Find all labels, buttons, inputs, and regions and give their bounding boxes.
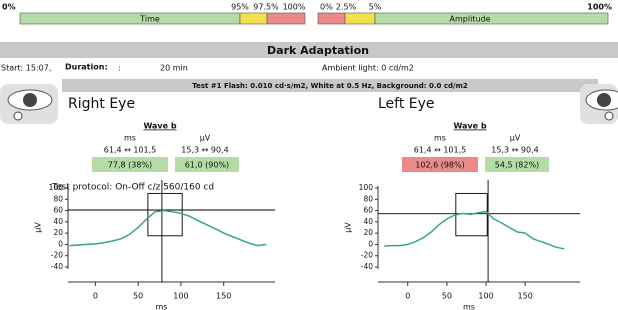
y-tick-label: 60 (53, 206, 63, 215)
y-tick-label: 20 (363, 228, 373, 237)
amp-bar-yellow (345, 13, 375, 24)
amp-bar-green (375, 13, 608, 24)
report: 0% 95% 97.5% 100% Time 0% 2.5% 5% 100% A… (0, 0, 618, 310)
x-label: ms (156, 303, 168, 310)
time-tick: 0% (2, 3, 16, 12)
title: Dark Adaptation (267, 44, 369, 57)
amp-tick: 5% (369, 3, 382, 12)
eye-title: Right Eye (68, 96, 135, 112)
amp-bar-red (318, 13, 345, 24)
eye-title: Left Eye (378, 96, 435, 112)
test-info: Test #1 Flash: 0.010 cd·s/m2, White at 0… (192, 82, 468, 90)
y-tick-label: 40 (363, 217, 373, 226)
y-tick-label: 0 (368, 239, 373, 248)
uv-head: µV (200, 134, 211, 143)
amp-tick: 0% (320, 3, 333, 12)
uv-range: 15,3 ↔ 90,4 (491, 146, 538, 155)
curve (70, 211, 267, 246)
uv-head: µV (510, 134, 521, 143)
y-label: µV (34, 222, 43, 233)
ms-head: ms (124, 134, 136, 143)
x-tick-label: 150 (216, 292, 231, 301)
y-tick-label: 80 (53, 194, 63, 203)
y-label: µV (344, 222, 353, 233)
time-tick: 100% (283, 3, 306, 12)
y-tick-label: 20 (53, 228, 63, 237)
y-tick-label: 80 (363, 194, 373, 203)
ms-head: ms (434, 134, 446, 143)
x-tick-label: 50 (442, 292, 452, 301)
time-tick: 95% (231, 3, 249, 12)
x-label: ms (463, 303, 475, 310)
y-tick-label: -20 (361, 251, 373, 260)
eye-icon (0, 84, 58, 124)
time-label: Time (139, 15, 160, 24)
x-tick-label: 100 (478, 292, 493, 301)
ambient: Ambient light: 0 cd/m2 (322, 64, 414, 73)
eye-icon (580, 84, 618, 124)
y-tick-label: 0 (58, 239, 63, 248)
uv-range: 15,3 ↔ 90,4 (181, 146, 228, 155)
y-tick-label: 100 (359, 183, 374, 192)
y-tick-label: -20 (51, 251, 63, 260)
y-tick-label: -40 (51, 262, 63, 271)
amp-tick: 100% (587, 3, 612, 12)
time-bar-green (20, 13, 240, 24)
ms-value: 102,6 (98%) (415, 161, 464, 170)
wave-label: Wave b (143, 122, 176, 131)
time-tick: 97.5% (253, 3, 279, 12)
start: Start: 15:07, (1, 64, 51, 73)
ms-range: 61,4 ↔ 101,5 (414, 146, 467, 155)
duration: 20 min (160, 64, 188, 73)
x-tick-label: 100 (173, 292, 188, 301)
wave-label: Wave b (453, 122, 486, 131)
annotation: Test protocol: On-Off c/z 560/160 cd (51, 183, 214, 193)
uv-value: 61,0 (90%) (185, 161, 229, 170)
amp-label: Amplitude (450, 15, 491, 24)
duration-label: Duration: (65, 63, 108, 72)
y-tick-label: 60 (363, 206, 373, 215)
uv-value: 54,5 (82%) (495, 161, 539, 170)
curve (384, 212, 564, 249)
x-tick-label: 50 (133, 292, 143, 301)
x-tick-label: 0 (93, 292, 98, 301)
y-tick-label: 40 (53, 217, 63, 226)
ms-value: 77,8 (38%) (108, 161, 152, 170)
ms-range: 61,4 ↔ 101,5 (104, 146, 157, 155)
time-bar-red (267, 13, 305, 24)
time-bar-yellow (240, 13, 267, 24)
x-tick-label: 150 (518, 292, 533, 301)
x-tick-label: 0 (405, 292, 410, 301)
window (148, 193, 182, 235)
y-tick-label: -40 (361, 262, 373, 271)
duration-sep: : (118, 64, 121, 73)
amp-tick: 2.5% (336, 3, 357, 12)
